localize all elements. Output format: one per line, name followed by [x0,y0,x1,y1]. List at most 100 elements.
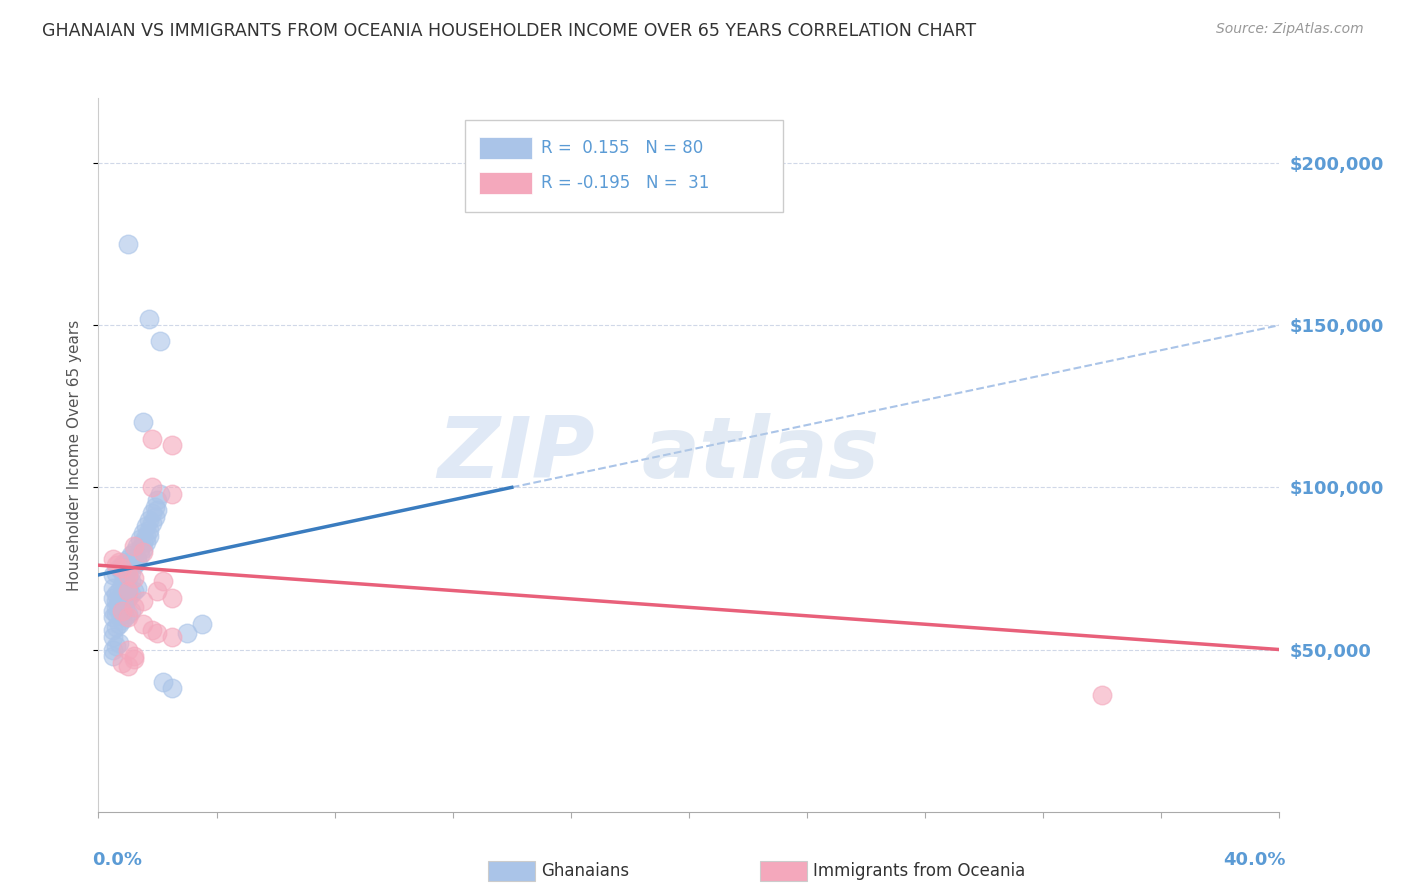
Point [111,561,134,575]
Point [111,587,134,601]
Point [103,648,125,663]
Point [108,584,131,599]
Point [103,630,125,644]
Point [152,574,174,589]
Point [138,311,160,326]
Point [120,558,142,573]
Point [141,506,163,520]
Point [141,516,163,530]
Point [103,642,125,657]
FancyBboxPatch shape [488,861,536,881]
Point [132,416,155,430]
Point [117,237,139,252]
Point [146,584,169,599]
Point [103,610,125,624]
Point [120,587,142,601]
Point [132,545,155,559]
Point [117,610,139,624]
Point [146,503,169,517]
Point [103,591,125,605]
Point [146,626,169,640]
Point [103,604,125,618]
Point [103,551,125,566]
Point [105,607,128,621]
Point [117,568,139,582]
Point [117,551,139,566]
Point [138,523,160,537]
Point [108,597,131,611]
Point [146,493,169,508]
Point [108,555,131,569]
Point [105,558,128,573]
Point [125,581,148,595]
Text: GHANAIAN VS IMMIGRANTS FROM OCEANIA HOUSEHOLDER INCOME OVER 65 YEARS CORRELATION: GHANAIAN VS IMMIGRANTS FROM OCEANIA HOUS… [42,22,976,40]
Point [114,600,136,615]
Point [111,597,134,611]
Text: ZIP: ZIP [437,413,595,497]
Point [122,652,145,666]
Point [114,584,136,599]
Point [117,658,139,673]
Point [141,432,163,446]
Point [162,438,183,452]
Point [114,555,136,569]
Point [191,616,214,631]
Point [143,509,166,524]
Point [105,640,128,654]
Point [120,604,142,618]
Point [128,533,150,547]
Point [111,565,134,579]
Point [117,581,139,595]
Point [132,525,155,540]
Point [125,539,148,553]
Y-axis label: Householder Income Over 65 years: Householder Income Over 65 years [67,319,83,591]
Point [105,566,128,581]
Point [135,519,157,533]
Point [149,334,172,349]
Text: atlas: atlas [641,413,880,497]
Point [111,604,134,618]
Point [114,574,136,589]
Point [141,480,163,494]
Point [132,616,155,631]
Point [162,630,183,644]
Point [105,620,128,634]
Point [117,607,139,621]
Point [135,535,157,549]
Point [143,500,166,514]
Point [128,541,150,556]
Point [122,539,145,553]
Point [132,594,155,608]
Point [122,600,145,615]
Point [132,541,155,556]
Point [111,558,134,573]
Point [105,594,128,608]
Point [117,561,139,575]
Point [111,656,134,670]
Point [105,587,128,601]
Point [117,584,139,599]
Text: Ghanaians: Ghanaians [541,862,630,880]
Point [138,513,160,527]
Point [108,616,131,631]
Text: 0.0%: 0.0% [93,851,142,869]
FancyBboxPatch shape [759,861,807,881]
Point [138,529,160,543]
Point [1091,688,1114,702]
Point [117,571,139,585]
Point [103,581,125,595]
Point [117,642,139,657]
Point [120,549,142,563]
Text: R = -0.195   N =  31: R = -0.195 N = 31 [541,174,710,192]
Point [108,636,131,650]
Point [135,529,157,543]
Point [149,487,172,501]
Point [114,568,136,582]
Text: Source: ZipAtlas.com: Source: ZipAtlas.com [1216,22,1364,37]
Point [111,604,134,618]
Point [122,571,145,585]
Text: Immigrants from Oceania: Immigrants from Oceania [813,862,1025,880]
Text: R =  0.155   N = 80: R = 0.155 N = 80 [541,139,703,157]
Point [111,577,134,591]
Point [108,604,131,618]
